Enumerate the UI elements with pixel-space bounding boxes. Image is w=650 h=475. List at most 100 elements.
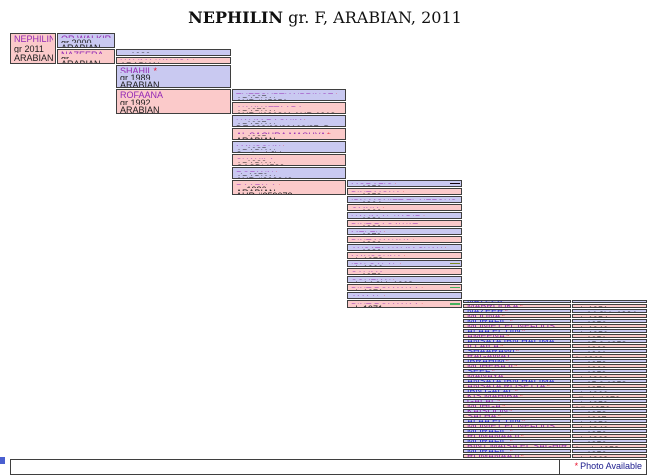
horse-detail: gr 1956 xyxy=(576,430,644,432)
horse-link[interactable]: KAISOON xyxy=(467,409,508,413)
horse-detail: AHR #45351 xyxy=(236,98,343,100)
photo-available-asterisk-icon: * xyxy=(502,404,506,408)
horse-link[interactable]: MONIET EL NEFOUS xyxy=(467,324,555,328)
horse-link[interactable]: ROMANAA II xyxy=(467,434,520,438)
horse-link[interactable]: ANSATA IBN HALIMA xyxy=(467,379,555,383)
horse-link[interactable]: ALAA EL DIN xyxy=(467,419,521,423)
horse-name-cell: ALAA EL DIN* xyxy=(467,419,525,423)
horse-link[interactable]: ANSATA ROSETTA xyxy=(467,384,546,388)
horse-link[interactable]: MORAFIC xyxy=(467,439,509,443)
pedigree-cell: AMAAL*gr 1968 xyxy=(347,292,462,299)
pedigree-date-cell: gr 1969 xyxy=(572,344,647,348)
pedigree-date-cell: gr 1958 xyxy=(572,409,647,413)
horse-name-cell: MOHEBA II* xyxy=(467,364,518,368)
pedigree-cell: MABROUKA* xyxy=(463,304,571,308)
pedigree-date-cell: gr 1956 xyxy=(572,429,647,433)
pedigree-date-cell: b rab 1958 xyxy=(572,444,647,448)
legend-divider xyxy=(559,460,560,474)
horse-link[interactable]: MOHGA xyxy=(467,404,501,408)
horse-link[interactable]: ROFAANA xyxy=(120,90,163,98)
horse-name-cell: BINT MAISA EL SAGHIRA* xyxy=(467,444,568,448)
color-swatch-icon xyxy=(450,303,460,306)
pedigree-date-cell: gr 1959 xyxy=(572,369,647,373)
horse-detail: Saqlawi Jidran xyxy=(236,150,343,152)
pedigree-cell: MONIET EL NEFOUS* xyxy=(463,324,571,328)
pedigree-cell: THEEGYPTIANPRINCE*gr 1967ARABIANAHR #453… xyxy=(232,89,346,101)
photo-available-asterisk-icon: * xyxy=(510,449,514,453)
pedigree-cell: MOHGA* xyxy=(463,404,571,408)
photo-available-asterisk-icon: * xyxy=(500,344,504,348)
horse-link[interactable]: IBN GALAL xyxy=(467,389,514,393)
horse-link[interactable]: SHAHIL xyxy=(120,66,153,73)
horse-link[interactable]: RAGAWAT xyxy=(467,354,511,358)
photo-available-asterisk-icon: * xyxy=(510,439,514,443)
pedigree-cell: ROMANAA II* xyxy=(463,454,571,458)
horse-link[interactable]: NAZEER xyxy=(467,300,504,304)
pedigree-date-cell: gr 1967 xyxy=(572,414,647,418)
horse-detail: AHR #191811 AHR 1918… xyxy=(236,111,343,113)
horse-detail: ARABIAN xyxy=(120,61,228,63)
horse-detail: ch 1966 xyxy=(576,390,644,392)
horse-name-cell: MORAFIC* xyxy=(467,449,513,453)
horse-link[interactable]: BINT MAISA EL SAGHIRA xyxy=(467,444,568,448)
horse-link[interactable]: MORAFIC xyxy=(467,429,509,433)
horse-name-cell: MOHGA* xyxy=(467,404,506,408)
pedigree-cell: NAZEER* xyxy=(463,300,571,304)
photo-available-asterisk-icon: * xyxy=(547,384,551,388)
horse-detail: gr 1956 xyxy=(576,320,644,322)
pedigree-cell: ROFANN*ch 1979ARABIANAHR #202249 xyxy=(232,167,346,179)
horse-name-cell: SALHA* xyxy=(467,414,501,418)
photo-available-asterisk-icon: * xyxy=(492,369,496,373)
pedigree-cell: MOUNA* xyxy=(463,314,571,318)
cut-off-element xyxy=(0,457,5,464)
horse-link[interactable]: SHAARAWI xyxy=(467,349,515,353)
pedigree-date-cell: gr 1956 xyxy=(572,449,647,453)
horse-link[interactable]: SEEF xyxy=(467,369,491,373)
pedigree-cell: BINT MANAYA*gr 1980 xyxy=(347,236,462,243)
photo-available-asterisk-icon: * xyxy=(497,399,501,403)
horse-link[interactable]: SALHA xyxy=(467,414,497,418)
horse-name-cell: ILLAILA* xyxy=(467,344,504,348)
horse-link[interactable]: NAZEER xyxy=(467,309,504,313)
photo-available-asterisk-icon: * xyxy=(521,434,525,438)
horse-name-cell: SHAHIL* xyxy=(120,66,228,73)
horse-detail: gr 1989 xyxy=(120,73,228,80)
pedigree-cell: MORAFIC*gr 1956 xyxy=(347,180,462,187)
photo-available-asterisk-icon: * xyxy=(154,66,158,73)
pedigree-date-cell: ch 1966 xyxy=(572,389,647,393)
horse-link[interactable]: MANAYA xyxy=(467,374,504,378)
horse-name-cell: IBN GALAL* xyxy=(467,389,518,393)
pedigree-date-cell: gr 1961 xyxy=(572,349,647,353)
horse-detail: gr 1980 xyxy=(351,248,459,250)
pedigree-cell: IBN GALAL*ch 1966 xyxy=(347,260,462,267)
horse-link[interactable]: ALAA EL DIN xyxy=(467,329,521,333)
horse-detail: gr 1971 xyxy=(576,385,644,387)
legend-photo-available: *Photo Available xyxy=(574,461,642,472)
horse-link[interactable]: MOUNA xyxy=(467,314,501,318)
pedigree-cell: MOHEBA II* xyxy=(463,364,571,368)
horse-link[interactable]: ANSATA IBN HALIMA xyxy=(467,339,555,343)
horse-link[interactable]: IBRAHIM xyxy=(467,359,505,363)
photo-available-asterisk-icon: * xyxy=(515,389,519,393)
horse-link[interactable]: NEPHILIN xyxy=(14,34,53,44)
horse-detail: gr 1966 xyxy=(351,208,459,210)
horse-link[interactable]: MORAFIC xyxy=(467,319,509,323)
horse-detail: gr 1980 xyxy=(351,240,459,242)
pedigree-cell: OMNIA*gr 1966 xyxy=(347,204,462,211)
pedigree-cell: AL KIDIR*gr 1983ARABIANstraight Egyptian… xyxy=(116,49,231,56)
pedigree-cell: MORAFIC* xyxy=(463,439,571,443)
pedigree-date-cell: ch 1956 xyxy=(572,329,647,333)
horse-detail: gr 1968 xyxy=(351,296,459,298)
horse-link[interactable]: MABROUKA xyxy=(467,304,519,308)
horse-link[interactable]: MONIET EL NEFOUS xyxy=(467,424,555,428)
horse-link[interactable]: AMEENA xyxy=(467,334,505,338)
horse-link[interactable]: MORAFIC xyxy=(467,449,509,453)
horse-link[interactable]: KIS MAHIBA xyxy=(467,394,519,398)
horse-link[interactable]: ROMANAA II xyxy=(467,454,520,458)
horse-link[interactable]: ILLAILA xyxy=(467,344,499,348)
horse-detail: ch 1971 xyxy=(351,304,459,307)
horse-link[interactable]: GALAL xyxy=(467,399,496,403)
horse-name-cell: NAZEER* xyxy=(467,300,508,304)
horse-link[interactable]: MOHEBA II xyxy=(467,364,513,368)
